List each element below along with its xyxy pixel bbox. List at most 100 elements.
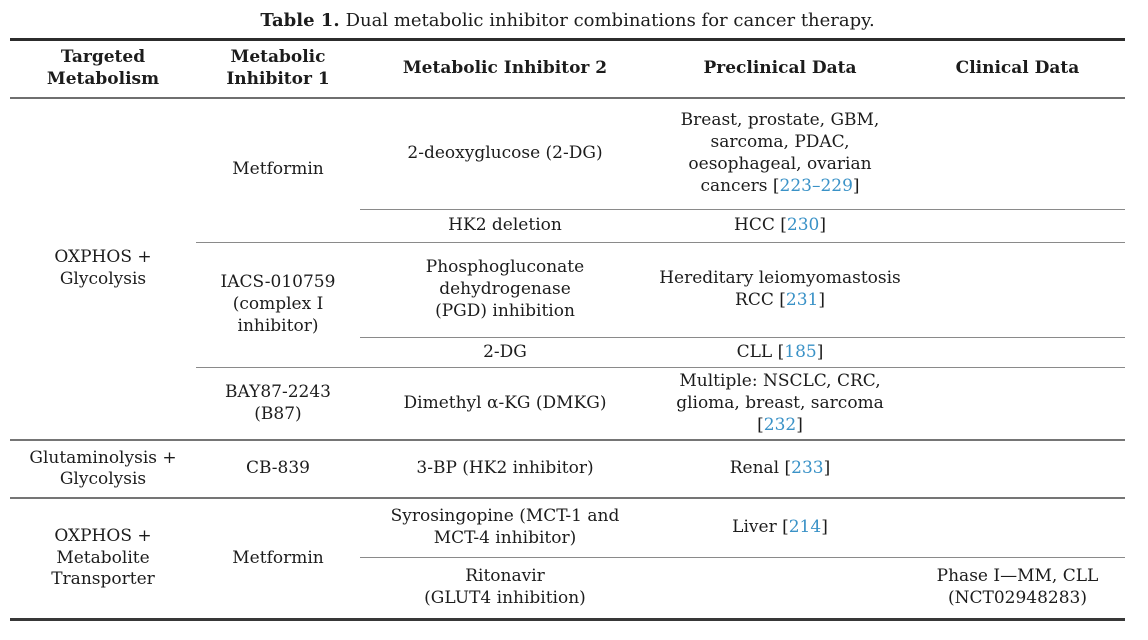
cell-clinical-empty (910, 367, 1125, 442)
cell-preclinical-empty (650, 557, 910, 619)
cell-line: (PGD) inhibition (435, 300, 575, 321)
cell-line: (complex I (232, 294, 324, 315)
cell-preclinical-breast-prostate: Breast, prostate, GBM, sarcoma, PDAC, oe… (650, 97, 910, 211)
citation-link[interactable]: 223–229 (779, 175, 853, 196)
cell-line: (NCT02948283) (947, 587, 1087, 608)
cell-line: glioma, breast, sarcoma [232] (656, 393, 904, 437)
col-header-metabolic-inhibitor-1: Metabolic Inhibitor 1 (196, 39, 360, 99)
citation-prefix: CLL [ (736, 341, 785, 362)
cell-line: Metabolite (56, 547, 150, 568)
cell-clinical-empty (910, 97, 1125, 211)
cell-line: Multiple: NSCLC, CRC, (679, 371, 881, 392)
cell-inhibitor1-iacs-010759: IACS-010759 (complex I inhibitor) (196, 242, 360, 369)
citation-suffix: ] (818, 290, 825, 311)
cell-preclinical-liver: Liver [214] (650, 498, 910, 558)
citation-suffix: ] (816, 341, 824, 362)
citation-link[interactable]: 214 (788, 517, 822, 538)
citation-prefix: HCC [ (734, 215, 787, 236)
cell-line: Syrosingopine (MCT-1 and (390, 506, 620, 527)
col-header-targeted-metabolism: Targeted Metabolism (10, 39, 196, 99)
cell-preclinical-cll: CLL [185] (650, 337, 910, 369)
citation-suffix: ] (821, 517, 828, 538)
page: { "caption": { "label": "Table 1.", "tex… (0, 10, 1148, 640)
citation-prefix: Liver [ (732, 517, 789, 538)
table-caption-text: Dual metabolic inhibitor combinations fo… (345, 10, 875, 31)
cell-inhibitor2-2dg: 2-deoxyglucose (2-DG) (360, 97, 650, 211)
table-caption: Table 1. Dual metabolic inhibitor combina… (10, 10, 1125, 32)
cell-clinical-empty (910, 440, 1125, 500)
citation-link[interactable]: 231 (785, 290, 819, 311)
cell-clinical-empty (910, 242, 1125, 339)
cell-preclinical-hcc: HCC [230] (650, 209, 910, 244)
citation-prefix: cancers [ (700, 175, 780, 196)
cell-inhibitor2-pgd-inhibition: Phosphogluconate dehydrogenase (PGD) inh… (360, 242, 650, 339)
cell-inhibitor2-ritonavir: Ritonavir (GLUT4 inhibition) (360, 557, 650, 619)
cell-line: (B87) (254, 403, 302, 424)
table-row: BAY87-2243 (B87) Dimethyl α-KG (DMKG) Mu… (10, 367, 1125, 442)
cell-clinical-empty (910, 337, 1125, 369)
cell-inhibitor2-dmkg: Dimethyl α-KG (DMKG) (360, 367, 650, 442)
header-line: Metabolism (46, 68, 160, 89)
citation-link[interactable]: 233 (791, 458, 824, 479)
header-line: Targeted (60, 46, 146, 67)
metabolic-inhibitor-table: Targeted Metabolism Metabolic Inhibitor … (10, 37, 1125, 621)
citation-link[interactable]: 230 (786, 215, 820, 236)
cell-inhibitor2-3bp: 3-BP (HK2 inhibitor) (360, 440, 650, 500)
cell-line: Transporter (51, 569, 155, 590)
header-line: Inhibitor 1 (226, 68, 330, 89)
header-row: Targeted Metabolism Metabolic Inhibitor … (10, 39, 1125, 99)
cell-line: oesophageal, ovarian (688, 153, 872, 174)
cell-preclinical-renal: Renal [233] (650, 440, 910, 500)
header-line: Metabolic (230, 46, 326, 67)
citation-link[interactable]: 185 (784, 341, 817, 362)
cell-clinical-empty (910, 209, 1125, 244)
cell-line: Phosphogluconate (425, 257, 585, 278)
cell-line: Ritonavir (465, 566, 545, 587)
cell-clinical-phase1: Phase I—MM, CLL (NCT02948283) (910, 557, 1125, 619)
cell-group-oxphos-glycolysis: OXPHOS + Glycolysis (10, 97, 196, 442)
citation-suffix: ] (852, 175, 860, 196)
cell-line: Hereditary leiomyomastosis (659, 268, 901, 289)
cell-line: cancers [223–229] (656, 176, 904, 198)
citation-prefix: RCC [ (735, 290, 786, 311)
table-row: OXPHOS + Metabolite Transporter Metformi… (10, 498, 1125, 589)
cell-line: IACS-010759 (220, 272, 336, 293)
table-row: Glutaminolysis + Glycolysis CB-839 3-BP … (10, 440, 1125, 500)
col-header-metabolic-inhibitor-2: Metabolic Inhibitor 2 (360, 39, 650, 99)
cell-line: OXPHOS + (54, 525, 152, 546)
cell-group-oxphos-metabolite-transporter: OXPHOS + Metabolite Transporter (10, 498, 196, 619)
citation-prefix: Renal [ (729, 458, 792, 479)
cell-clinical-empty (910, 498, 1125, 558)
cell-line: dehydrogenase (439, 279, 571, 300)
cell-inhibitor1-metformin-2: Metformin (232, 547, 324, 568)
cell-line: Breast, prostate, GBM, (680, 110, 880, 131)
cell-preclinical-hereditary-rcc: Hereditary leiomyomastosis RCC [231] (650, 242, 910, 339)
citation-link[interactable]: 232 (763, 414, 797, 435)
cell-line: inhibitor) (237, 315, 319, 336)
cell-inhibitor1-bay87: BAY87-2243 (B87) (196, 367, 360, 442)
cell-line: (GLUT4 inhibition) (424, 587, 586, 608)
citation-suffix: ] (819, 215, 826, 236)
cell-line: MCT-4 inhibitor) (433, 528, 577, 549)
cell-inhibitor1-cb839: CB-839 (196, 440, 360, 500)
citation-suffix: ] (823, 458, 831, 479)
cell-inhibitor2-hk2-deletion: HK2 deletion (360, 209, 650, 244)
citation-suffix: ] (796, 414, 803, 435)
col-header-clinical-data: Clinical Data (910, 39, 1125, 99)
table-row: Ritonavir (GLUT4 inhibition) Phase I—MM,… (10, 557, 1125, 619)
citation-prefix: glioma, breast, sarcoma [ (676, 392, 884, 435)
table-row: IACS-010759 (complex I inhibitor) Phosph… (10, 242, 1125, 369)
col-header-preclinical-data: Preclinical Data (650, 39, 910, 99)
cell-line: sarcoma, PDAC, (710, 132, 850, 153)
cell-line: RCC [231] (656, 290, 904, 312)
cell-line: OXPHOS + (54, 247, 152, 268)
cell-group-glutaminolysis-glycolysis: Glutaminolysis + Glycolysis (10, 440, 196, 500)
table-caption-label: Table 1. (260, 10, 340, 31)
cell-line: Glycolysis (59, 268, 147, 289)
cell-line: Glutaminolysis + (29, 447, 177, 468)
cell-inhibitor1-metformin: Metformin (196, 97, 360, 244)
table-row: 2-DG CLL [185] (10, 337, 1125, 369)
cell-inhibitor2-syrosingopine: Syrosingopine (MCT-1 and MCT-4 inhibitor… (360, 498, 650, 558)
cell-preclinical-multiple: Multiple: NSCLC, CRC, glioma, breast, sa… (650, 367, 910, 442)
table-row: HK2 deletion HCC [230] (10, 209, 1125, 244)
